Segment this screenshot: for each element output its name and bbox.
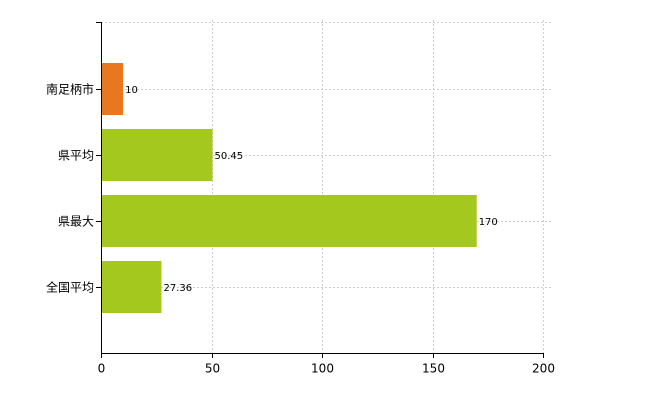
bar <box>101 261 162 313</box>
bar <box>101 63 124 115</box>
x-tick-label: 200 <box>532 362 555 376</box>
y-tick-label: 県平均 <box>58 149 94 163</box>
x-tick-label: 100 <box>311 362 334 376</box>
x-tick-label: 150 <box>422 362 445 376</box>
value-label: 10 <box>125 85 138 96</box>
x-tick-label: 50 <box>205 362 220 376</box>
value-label: 170 <box>479 217 498 228</box>
value-label: 50.45 <box>214 151 243 162</box>
y-tick-label: 全国平均 <box>46 280 94 295</box>
bar <box>101 129 213 181</box>
y-tick-label: 県最大 <box>58 215 94 229</box>
y-tick-label: 南足柄市 <box>46 82 94 97</box>
x-tick-label: 0 <box>98 362 106 376</box>
bar <box>101 195 477 247</box>
value-label: 27.36 <box>163 283 192 294</box>
